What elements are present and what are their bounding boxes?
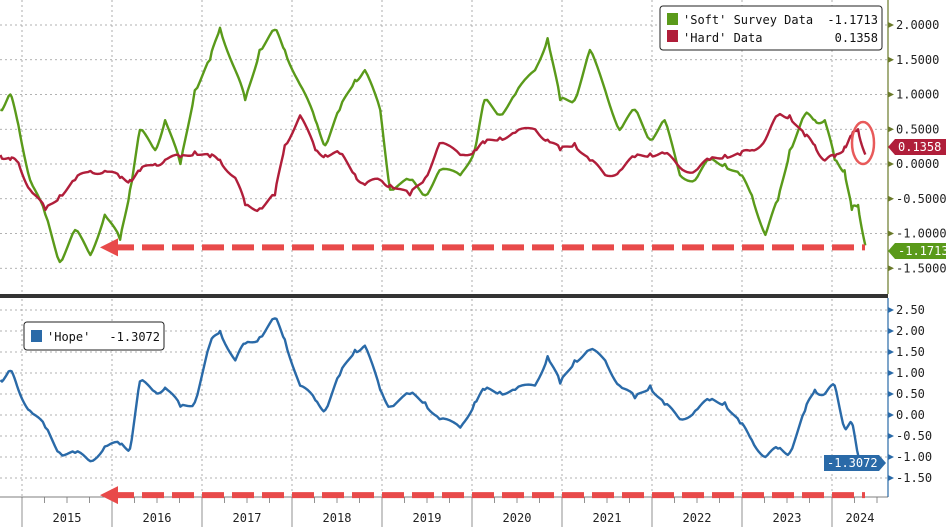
annotation-circle-hard — [850, 120, 876, 166]
y-tick-bottom — [888, 307, 894, 313]
legend-value-hard: 0.1358 — [835, 31, 878, 45]
last-value-tag-soft: -1.1713 — [888, 243, 946, 259]
y-tick-label-top: 1.0000 — [896, 88, 939, 102]
x-tick-label: 2020 — [503, 511, 532, 525]
x-tick-label: 2024 — [846, 511, 875, 525]
tag-shape-hard — [888, 139, 946, 155]
legend-bottom: 'Hope' -1.3072 — [23, 321, 165, 351]
y-tick-label-top: 2.0000 — [896, 18, 939, 32]
y-tick-label-top: -0.5000 — [896, 192, 946, 206]
x-tick-label: 2017 — [233, 511, 262, 525]
y-tick-top — [888, 56, 894, 63]
y-tick-bottom — [888, 454, 894, 460]
y-tick-top — [888, 265, 894, 272]
y-tick-top — [888, 91, 894, 98]
y-tick-label-bottom: -1.50 — [896, 471, 932, 485]
y-tick-label-bottom: 2.50 — [896, 303, 925, 317]
legend-value-hope: -1.3072 — [109, 330, 160, 344]
x-tick-label: 2022 — [683, 511, 712, 525]
legend-label-hope: 'Hope' — [47, 330, 90, 344]
y-tick-label-top: -1.5000 — [896, 261, 946, 275]
series-line-hard — [0, 112, 867, 213]
y-tick-bottom — [888, 349, 894, 355]
y-tick-label-bottom: -0.50 — [896, 429, 932, 443]
y-tick-top — [888, 230, 894, 237]
y-tick-label-top: 1.5000 — [896, 53, 939, 67]
legend-label-hard: 'Hard' Data — [683, 31, 762, 45]
y-tick-label-bottom: 2.00 — [896, 324, 925, 338]
y-tick-bottom — [888, 391, 894, 397]
y-tick-label-top: 0.5000 — [896, 122, 939, 136]
x-tick-label: 2019 — [413, 511, 442, 525]
y-tick-label-bottom: 1.00 — [896, 366, 925, 380]
x-tick-label: 2016 — [143, 511, 172, 525]
y-tick-top — [888, 161, 894, 167]
tag-text-hard: 0.1358 — [898, 140, 941, 154]
y-tick-label-top: -1.0000 — [896, 227, 946, 241]
x-tick-label: 2018 — [323, 511, 352, 525]
y-tick-top — [888, 195, 894, 202]
series-line-hope — [0, 317, 867, 471]
x-tick-label: 2021 — [593, 511, 622, 525]
legend-box-top — [659, 5, 883, 51]
legend-label-soft: 'Soft' Survey Data — [683, 13, 813, 27]
legend-box-bottom — [23, 321, 165, 351]
y-tick-top — [888, 126, 894, 133]
y-tick-bottom — [888, 370, 894, 376]
legend-swatch-hope — [31, 330, 42, 342]
annotations — [100, 120, 876, 505]
annotation-arrow-top-arrowhead — [100, 238, 118, 257]
annotation-arrow-bottom-arrowhead — [100, 486, 118, 505]
legend-swatch-soft — [667, 13, 678, 25]
y-tick-label-bottom: 0.50 — [896, 387, 925, 401]
legend-value-soft: -1.1713 — [827, 13, 878, 27]
panel-separator — [0, 294, 946, 298]
last-value-tag-hope: -1.3072 — [824, 455, 886, 471]
y-tick-bottom — [888, 433, 894, 439]
series-lines — [0, 26, 867, 471]
y-tick-top — [888, 22, 894, 28]
tag-text-soft: -1.1713 — [898, 244, 946, 258]
y-tick-label-top: 0.0000 — [896, 157, 939, 171]
x-tick-label: 2015 — [53, 511, 82, 525]
series-line-soft — [0, 26, 867, 264]
last-value-tag-hard: 0.1358 — [888, 139, 946, 155]
tag-shape-hope — [824, 455, 886, 471]
y-tick-bottom — [888, 475, 894, 481]
y-tick-bottom — [888, 412, 894, 418]
legend-top: 'Soft' Survey Data -1.1713 'Hard' Data 0… — [659, 5, 883, 51]
y-tick-label-bottom: 1.50 — [896, 345, 925, 359]
y-tick-label-bottom: -1.00 — [896, 450, 932, 464]
tag-shape-soft — [888, 243, 946, 259]
y-tick-bottom — [888, 328, 894, 334]
y-tick-label-bottom: 0.00 — [896, 408, 925, 422]
x-tick-label: 2023 — [773, 511, 802, 525]
tag-text-hope: -1.3072 — [827, 456, 878, 470]
legend-swatch-hard — [667, 30, 678, 42]
